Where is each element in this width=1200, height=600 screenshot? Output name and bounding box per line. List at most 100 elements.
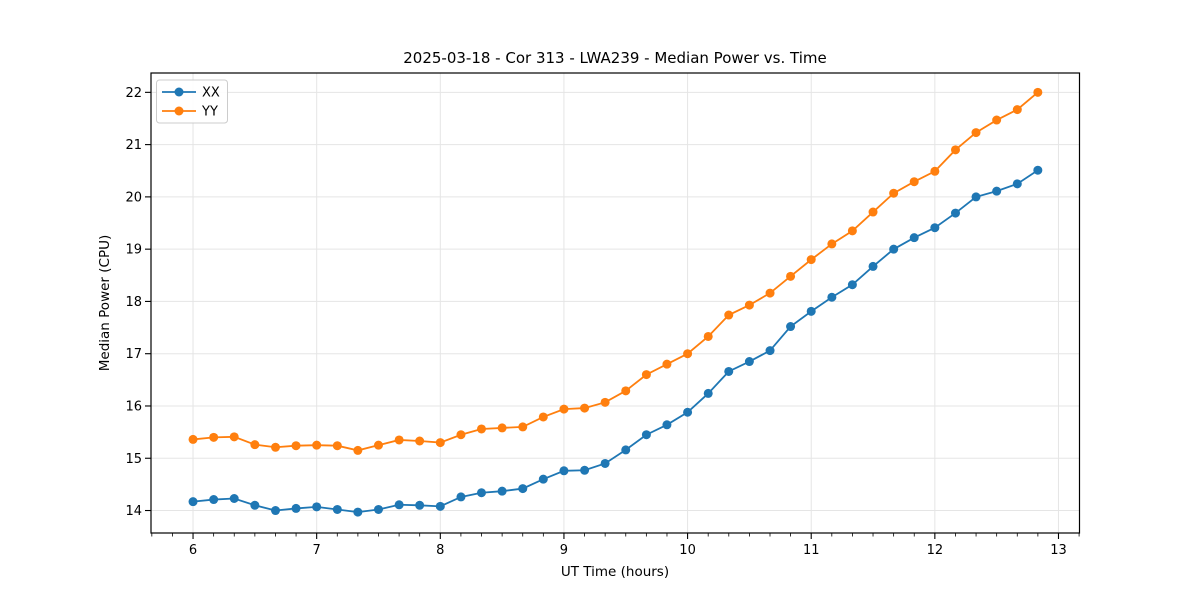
data-point (291, 503, 301, 513)
data-point (724, 366, 734, 376)
data-point (229, 494, 239, 503)
data-point (621, 445, 631, 455)
data-point (744, 357, 754, 367)
x-tick-label: 6 (189, 543, 197, 558)
y-tick-label: 14 (125, 504, 142, 519)
data-point (724, 310, 734, 320)
y-tick-label: 21 (125, 138, 142, 153)
data-point (868, 261, 878, 271)
y-tick-labels: 14 15 16 17 18 19 20 21 22 (125, 86, 142, 519)
data-point (992, 186, 1002, 196)
data-point (291, 441, 301, 451)
data-point (827, 292, 837, 302)
data-point (497, 423, 507, 433)
y-tick-label: 15 (125, 452, 142, 467)
legend-entry-yy: YY (162, 105, 218, 120)
data-point (415, 500, 425, 510)
data-point (209, 432, 219, 442)
data-point (332, 504, 342, 514)
data-point (621, 386, 631, 396)
data-point (600, 397, 610, 407)
data-point (538, 474, 548, 484)
x-tick-label: 10 (679, 543, 696, 558)
x-tick-label: 13 (1050, 543, 1067, 558)
data-point (394, 500, 404, 510)
legend-yy-marker (174, 106, 184, 116)
data-point (806, 255, 816, 265)
data-point (827, 239, 837, 249)
chart-title: 2025-03-18 - Cor 313 - LWA239 - Median P… (403, 49, 827, 67)
data-point (518, 422, 528, 432)
data-point (806, 306, 816, 316)
x-tick-label: 11 (803, 543, 820, 558)
data-point (559, 466, 569, 476)
data-point (373, 504, 383, 514)
data-point (435, 501, 445, 511)
y-tick-label: 17 (125, 347, 142, 362)
series-yy (188, 87, 1043, 455)
y-tick-label: 22 (125, 86, 142, 101)
x-axis-label: UT Time (hours) (561, 564, 669, 580)
data-point (312, 440, 322, 450)
data-point (312, 502, 322, 512)
series-xx (188, 165, 1043, 517)
data-point (744, 300, 754, 310)
data-point (847, 226, 857, 236)
data-point (703, 388, 713, 398)
data-point (1012, 105, 1022, 115)
data-point (600, 458, 610, 468)
data-point (518, 484, 528, 494)
data-point (765, 346, 775, 356)
data-point (971, 192, 981, 202)
data-point (786, 271, 796, 281)
data-point (971, 128, 981, 138)
data-point (250, 440, 260, 450)
plot-border (150, 72, 1081, 534)
x-tick-label: 7 (313, 543, 321, 558)
legend-entry-xx: XX (162, 86, 220, 101)
data-point (415, 436, 425, 446)
data-point (641, 430, 651, 440)
x-tick-labels: 6 7 8 9 10 11 12 13 (189, 543, 1067, 558)
legend-xx-marker (174, 87, 184, 97)
data-point (847, 280, 857, 290)
data-point (909, 177, 919, 187)
data-point (476, 488, 486, 498)
data-point (1033, 87, 1043, 97)
y-tick-label: 18 (125, 295, 142, 310)
data-point (930, 223, 940, 233)
data-point (950, 208, 960, 218)
data-point (250, 500, 260, 510)
data-point (930, 166, 940, 176)
data-point (353, 445, 363, 455)
data-point (950, 145, 960, 155)
data-point (456, 492, 466, 502)
data-point (373, 440, 383, 450)
data-point (662, 420, 672, 430)
series-xx-line (192, 169, 1039, 513)
data-point (1012, 179, 1022, 189)
y-axis (145, 91, 151, 512)
data-point (353, 507, 363, 517)
data-point (209, 495, 219, 505)
data-point (662, 359, 672, 369)
data-point (271, 442, 281, 452)
x-tick-label: 9 (560, 543, 568, 558)
data-point (559, 404, 569, 414)
data-point (992, 115, 1002, 125)
y-tick-label: 16 (125, 399, 142, 414)
data-point (683, 407, 693, 417)
y-tick-label: 20 (125, 190, 142, 205)
data-point (889, 188, 899, 198)
data-point (538, 412, 548, 422)
data-point (394, 435, 404, 445)
data-point (868, 207, 878, 217)
data-point (580, 465, 590, 475)
data-point (909, 233, 919, 243)
data-point (497, 486, 507, 496)
data-point (435, 438, 445, 448)
data-point (476, 424, 486, 434)
x-axis (151, 533, 1080, 539)
data-point (580, 403, 590, 413)
